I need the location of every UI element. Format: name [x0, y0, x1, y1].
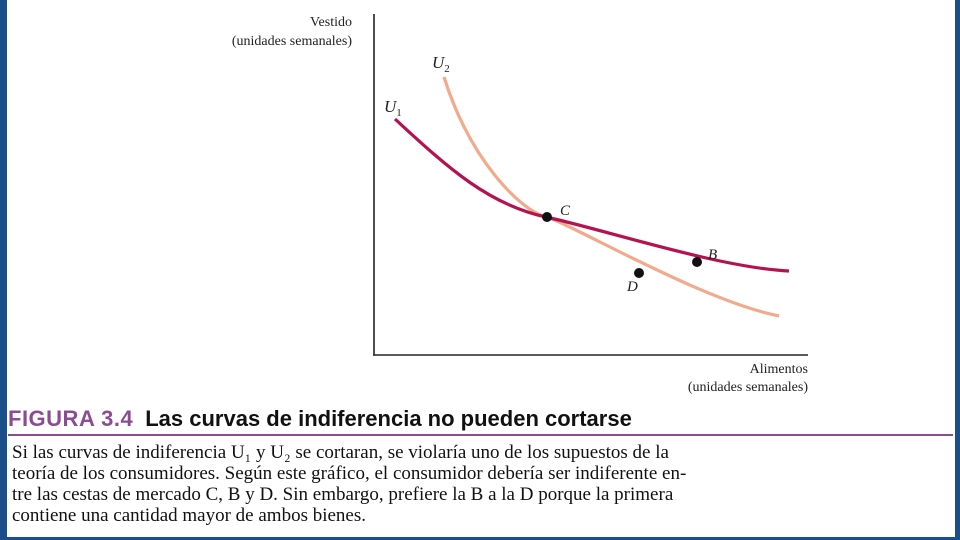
x-axis-label-line1: Alimentos	[750, 362, 808, 377]
point-d-label: D	[626, 279, 638, 295]
y-axis-label-line1: Vestido	[310, 15, 352, 30]
caption-line: Si las curvas de indiferencia U₁ y U₂ se…	[12, 442, 669, 463]
figure-title: Las curvas de indiferencia no pueden cor…	[145, 406, 632, 431]
point-d	[634, 268, 644, 278]
frame-left-border	[0, 0, 7, 540]
figure-caption-title: FIGURA 3.4 Las curvas de indiferencia no …	[8, 406, 953, 432]
figure-number: FIGURA 3.4	[8, 406, 134, 431]
curve-u1-label: U1	[384, 97, 402, 119]
frame-bottom-border	[0, 537, 960, 540]
caption-line: contiene una cantidad mayor de ambos bie…	[12, 505, 367, 526]
frame-right-border	[955, 0, 960, 540]
point-c	[542, 212, 552, 222]
point-c-label: C	[560, 203, 571, 219]
caption-line: teoría de los consumidores. Según este g…	[12, 463, 687, 484]
curve-u1	[393, 117, 790, 273]
point-b-label: B	[708, 247, 717, 263]
caption-divider	[8, 434, 953, 436]
indifference-diagram: Vestido (unidades semanales) Alimentos (…	[232, 14, 808, 395]
point-b	[692, 257, 702, 267]
figure-caption-body: Si las curvas de indiferencia U₁ y U₂ se…	[12, 442, 947, 526]
y-axis-label-line2: (unidades semanales)	[232, 34, 352, 49]
x-axis-label-line2: (unidades semanales)	[688, 380, 808, 395]
caption-line: tre las cestas de mercado C, B y D. Sin …	[12, 484, 674, 505]
curve-u2-label: U2	[432, 53, 450, 75]
